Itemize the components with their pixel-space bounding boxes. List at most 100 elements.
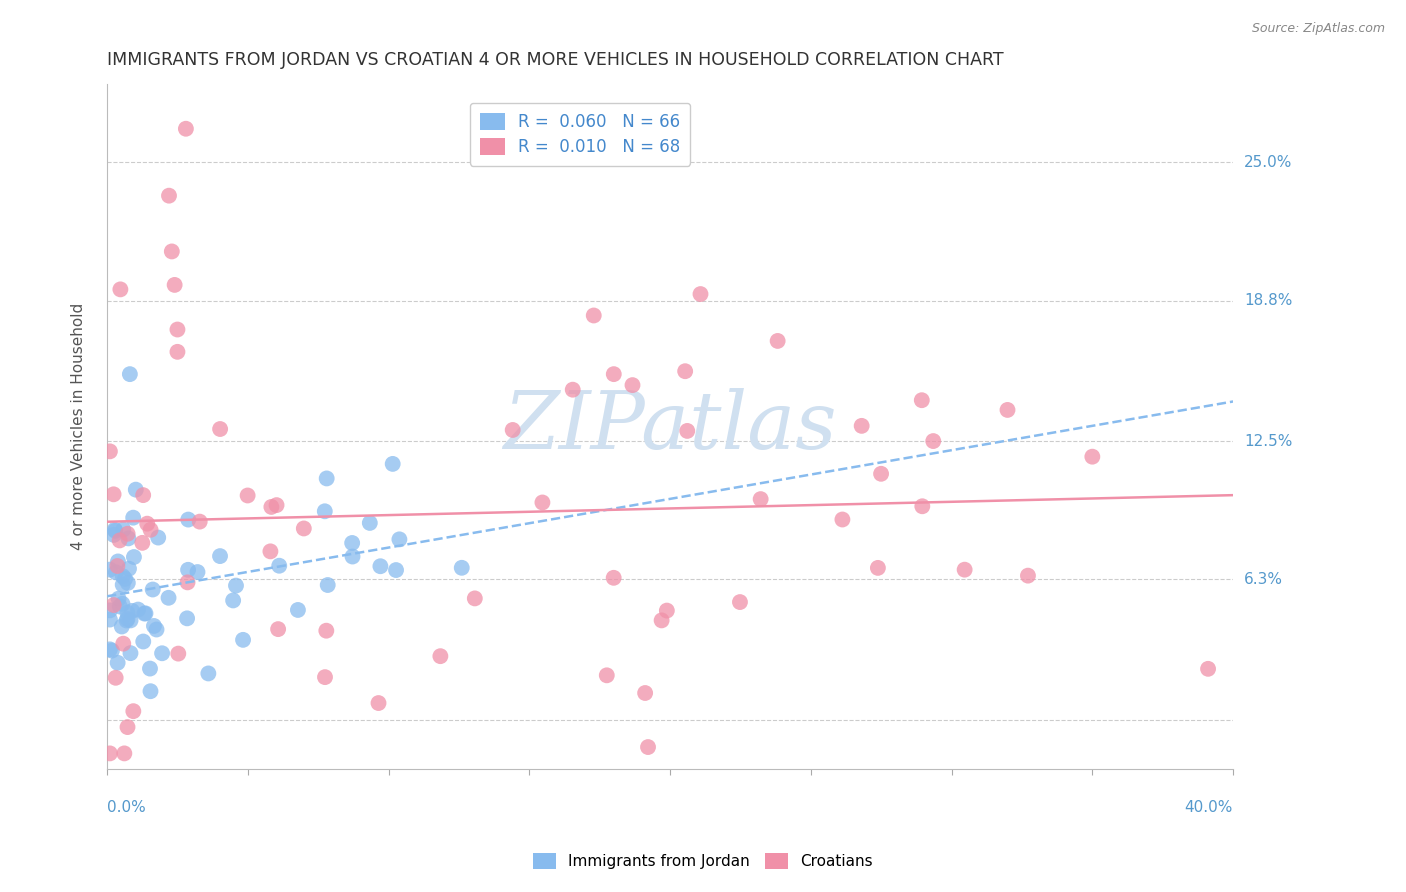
Point bbox=[232, 632, 254, 647]
Point bbox=[108, 599, 131, 614]
Point bbox=[177, 512, 200, 526]
Point bbox=[112, 747, 135, 761]
Point bbox=[596, 668, 619, 682]
Point bbox=[117, 612, 139, 626]
Legend: Immigrants from Jordan, Croatians: Immigrants from Jordan, Croatians bbox=[527, 847, 879, 875]
Point bbox=[651, 613, 673, 627]
Point bbox=[98, 642, 121, 657]
Point bbox=[174, 121, 197, 136]
Point bbox=[911, 500, 934, 514]
Point bbox=[145, 623, 167, 637]
Point bbox=[851, 418, 873, 433]
Point bbox=[259, 544, 281, 558]
Point bbox=[108, 533, 131, 548]
Point bbox=[267, 622, 290, 636]
Point bbox=[359, 516, 381, 530]
Point bbox=[98, 747, 121, 761]
Point bbox=[1197, 662, 1219, 676]
Point bbox=[111, 578, 134, 592]
Point bbox=[120, 614, 142, 628]
Text: 6.3%: 6.3% bbox=[1244, 572, 1284, 587]
Point bbox=[561, 383, 583, 397]
Text: 40.0%: 40.0% bbox=[1185, 799, 1233, 814]
Point bbox=[870, 467, 893, 481]
Point bbox=[132, 488, 155, 502]
Legend: R =  0.060   N = 66, R =  0.010   N = 68: R = 0.060 N = 66, R = 0.010 N = 68 bbox=[470, 103, 690, 166]
Point bbox=[911, 393, 934, 408]
Point bbox=[118, 562, 141, 576]
Point bbox=[1017, 568, 1039, 582]
Text: 12.5%: 12.5% bbox=[1244, 434, 1292, 449]
Point bbox=[225, 578, 247, 592]
Point bbox=[117, 575, 139, 590]
Point bbox=[120, 646, 142, 660]
Point bbox=[637, 740, 659, 755]
Text: Source: ZipAtlas.com: Source: ZipAtlas.com bbox=[1251, 22, 1385, 36]
Point bbox=[222, 593, 245, 607]
Point bbox=[177, 563, 200, 577]
Point bbox=[122, 549, 145, 564]
Point bbox=[176, 611, 198, 625]
Point bbox=[531, 495, 554, 509]
Point bbox=[603, 367, 626, 381]
Point bbox=[103, 487, 125, 501]
Point bbox=[98, 613, 121, 627]
Point bbox=[131, 536, 153, 550]
Y-axis label: 4 or more Vehicles in Household: 4 or more Vehicles in Household bbox=[72, 303, 86, 550]
Point bbox=[269, 558, 291, 573]
Point bbox=[292, 521, 315, 535]
Point bbox=[114, 572, 136, 586]
Point bbox=[866, 561, 889, 575]
Point bbox=[134, 607, 156, 621]
Point bbox=[127, 602, 149, 616]
Point bbox=[385, 563, 408, 577]
Point bbox=[429, 649, 451, 664]
Point bbox=[997, 403, 1019, 417]
Point bbox=[340, 536, 363, 550]
Text: ZIPatlas: ZIPatlas bbox=[503, 388, 837, 466]
Point bbox=[316, 578, 339, 592]
Point bbox=[163, 277, 186, 292]
Point bbox=[367, 696, 389, 710]
Point bbox=[160, 244, 183, 259]
Point bbox=[118, 367, 141, 381]
Point bbox=[132, 634, 155, 648]
Point bbox=[125, 483, 148, 497]
Point bbox=[107, 656, 129, 670]
Point bbox=[582, 309, 605, 323]
Point bbox=[197, 666, 219, 681]
Point bbox=[104, 671, 127, 685]
Point bbox=[117, 720, 139, 734]
Point bbox=[314, 504, 336, 518]
Point bbox=[142, 582, 165, 597]
Point bbox=[287, 603, 309, 617]
Point bbox=[111, 597, 134, 611]
Point bbox=[107, 591, 129, 606]
Point bbox=[315, 471, 337, 485]
Point bbox=[342, 549, 364, 564]
Point bbox=[464, 591, 486, 606]
Point bbox=[105, 559, 128, 574]
Point bbox=[143, 619, 166, 633]
Point bbox=[831, 512, 853, 526]
Point bbox=[103, 528, 125, 542]
Point bbox=[166, 344, 188, 359]
Point bbox=[236, 488, 259, 502]
Text: 0.0%: 0.0% bbox=[107, 799, 146, 814]
Point bbox=[104, 523, 127, 537]
Point bbox=[1081, 450, 1104, 464]
Point bbox=[953, 563, 976, 577]
Point bbox=[98, 603, 121, 617]
Point bbox=[167, 647, 190, 661]
Point bbox=[157, 188, 180, 202]
Point bbox=[266, 498, 288, 512]
Point bbox=[673, 364, 696, 378]
Point bbox=[111, 569, 134, 583]
Point bbox=[139, 523, 162, 537]
Point bbox=[104, 524, 127, 538]
Point bbox=[314, 670, 336, 684]
Point bbox=[148, 531, 170, 545]
Point bbox=[450, 561, 472, 575]
Point bbox=[139, 662, 162, 676]
Point bbox=[602, 571, 624, 585]
